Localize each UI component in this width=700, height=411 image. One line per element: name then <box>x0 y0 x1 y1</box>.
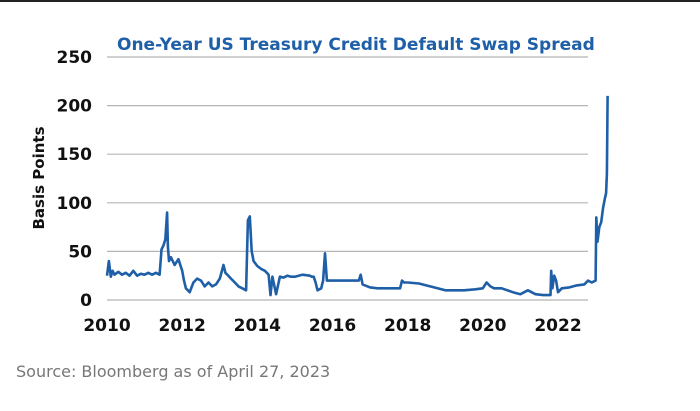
source-note: Source: Bloomberg as of April 27, 2023 <box>16 362 331 381</box>
x-tick-label: 2018 <box>384 316 431 336</box>
y-axis-label: Basis Points <box>30 126 48 229</box>
y-tick-label: 50 <box>68 242 92 262</box>
x-tick-label: 2014 <box>234 316 281 336</box>
x-tick-label: 2020 <box>459 316 506 336</box>
x-tick-label: 2022 <box>534 316 581 336</box>
y-tick-label: 100 <box>57 194 93 214</box>
x-tick-label: 2012 <box>159 316 206 336</box>
y-axis-ticks: 0 50 100 150 200 250 <box>57 48 93 311</box>
x-tick-label: 2010 <box>83 316 130 336</box>
top-border <box>0 0 700 2</box>
y-tick-label: 150 <box>57 145 93 165</box>
y-tick-label: 250 <box>57 48 93 68</box>
x-tick-label: 2016 <box>309 316 356 336</box>
series-line-0 <box>105 95 609 297</box>
series-group <box>105 95 609 297</box>
chart-title: One-Year US Treasury Credit Default Swap… <box>117 35 595 55</box>
y-tick-label: 0 <box>80 291 92 311</box>
y-tick-label: 200 <box>57 97 93 117</box>
x-axis-ticks: 2010 2012 2014 2016 2018 2020 2022 <box>83 316 581 336</box>
gridlines <box>107 56 588 301</box>
